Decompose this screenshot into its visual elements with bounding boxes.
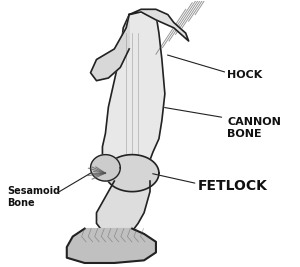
- Polygon shape: [129, 9, 189, 41]
- Polygon shape: [67, 229, 156, 263]
- Text: Sesamoid
Bone: Sesamoid Bone: [7, 186, 61, 208]
- Polygon shape: [91, 15, 129, 81]
- Polygon shape: [102, 15, 165, 173]
- Polygon shape: [91, 155, 120, 181]
- Text: HOCK: HOCK: [227, 70, 262, 80]
- Polygon shape: [97, 181, 150, 231]
- Text: FETLOCK: FETLOCK: [198, 179, 267, 193]
- Polygon shape: [105, 155, 159, 192]
- Text: CANNON
BONE: CANNON BONE: [227, 117, 281, 139]
